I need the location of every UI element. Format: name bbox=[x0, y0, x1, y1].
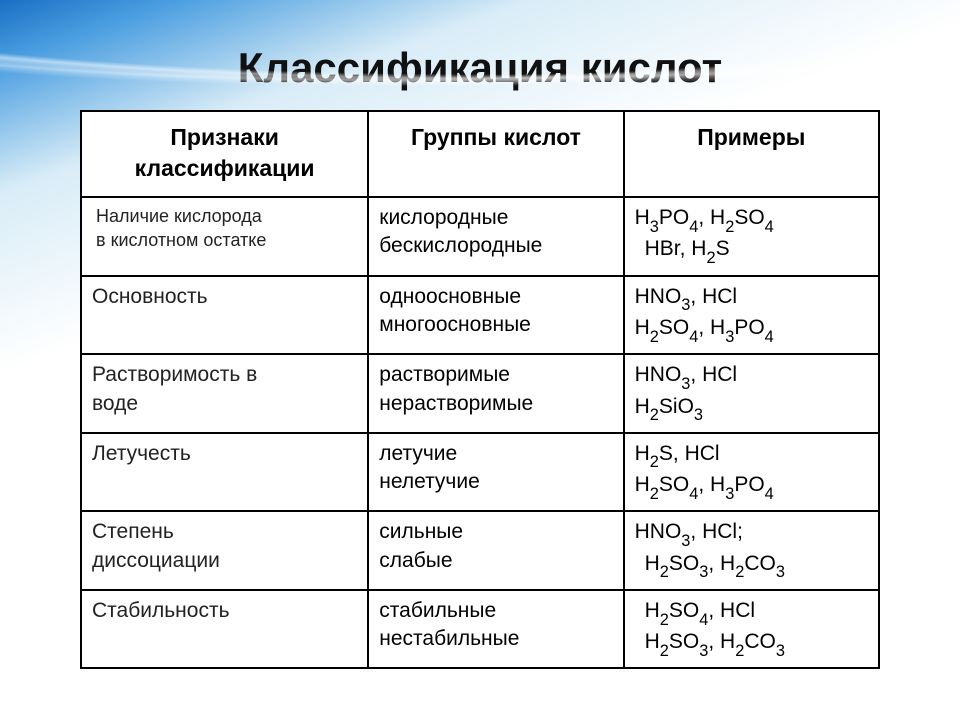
group-text: кислородные bbox=[379, 204, 612, 232]
col-header-text: Группы кислот bbox=[411, 124, 581, 150]
criteria-text: диссоциации bbox=[92, 547, 357, 575]
group-text: одноосновные bbox=[379, 283, 612, 311]
cell-examples: HNO3, HClH2SO4, H3PO4 bbox=[624, 276, 879, 355]
example-formula: H2SO3, H2CO3 bbox=[635, 628, 868, 659]
group-text: многоосновные bbox=[379, 311, 612, 339]
table-header-row: Признаки классификации Группы кислот При… bbox=[81, 111, 879, 197]
example-formula: H2SiO3 bbox=[635, 393, 868, 424]
col-header-examples: Примеры bbox=[624, 111, 879, 197]
cell-groups: кислородныебескислородные bbox=[368, 197, 623, 276]
table-row: ОсновностьодноосновныемногоосновныеHNO3,… bbox=[81, 276, 879, 355]
criteria-text: Растворимость в bbox=[92, 361, 357, 389]
criteria-text: Стабильность bbox=[92, 597, 357, 625]
group-text: бескислородные bbox=[379, 232, 612, 260]
cell-groups: растворимыенерастворимые bbox=[368, 354, 623, 433]
example-formula: HNO3, HCl bbox=[635, 361, 868, 392]
cell-examples: H2SO4, HClH2SO3, H2CO3 bbox=[624, 590, 879, 669]
criteria-text: Наличие кислорода bbox=[96, 204, 357, 228]
cell-groups: сильныеслабые bbox=[368, 511, 623, 590]
page-title: Классификация кислот bbox=[0, 44, 960, 92]
col-header-text: Примеры bbox=[697, 124, 805, 150]
group-text: нестабильные bbox=[379, 625, 612, 653]
example-formula: H3PO4, H2SO4 bbox=[635, 204, 868, 235]
criteria-text: Летучесть bbox=[92, 440, 357, 468]
example-formula: H2S, HCl bbox=[635, 440, 868, 471]
example-formula: HNO3, HCl; bbox=[635, 518, 868, 549]
cell-groups: стабильныенестабильные bbox=[368, 590, 623, 669]
cell-examples: H3PO4, H2SO4HBr, H2S bbox=[624, 197, 879, 276]
table-row: СтепеньдиссоциациисильныеслабыеHNO3, HCl… bbox=[81, 511, 879, 590]
group-text: сильные bbox=[379, 518, 612, 546]
cell-examples: H2S, HClH2SO4, H3PO4 bbox=[624, 433, 879, 512]
table-row: Растворимость вводерастворимыенераствори… bbox=[81, 354, 879, 433]
col-header-criteria: Признаки классификации bbox=[81, 111, 368, 197]
cell-criteria: Наличие кислородав кислотном остатке bbox=[81, 197, 368, 276]
group-text: слабые bbox=[379, 547, 612, 575]
cell-groups: одноосновныемногоосновные bbox=[368, 276, 623, 355]
criteria-text: Основность bbox=[92, 283, 357, 311]
example-formula: H2SO4, H3PO4 bbox=[635, 471, 868, 502]
col-header-text: классификации bbox=[90, 153, 359, 184]
cell-criteria: Основность bbox=[81, 276, 368, 355]
cell-criteria: Стабильность bbox=[81, 590, 368, 669]
group-text: летучие bbox=[379, 440, 612, 468]
table-body: Наличие кислородав кислотном остаткекисл… bbox=[81, 197, 879, 668]
table-row: ЛетучестьлетучиенелетучиеH2S, HClH2SO4, … bbox=[81, 433, 879, 512]
cell-criteria: Растворимость вводе bbox=[81, 354, 368, 433]
col-header-groups: Группы кислот bbox=[368, 111, 623, 197]
example-formula: H2SO4, HCl bbox=[635, 597, 868, 628]
table-row: СтабильностьстабильныенестабильныеH2SO4,… bbox=[81, 590, 879, 669]
cell-examples: HNO3, HClH2SiO3 bbox=[624, 354, 879, 433]
cell-criteria: Летучесть bbox=[81, 433, 368, 512]
group-text: нелетучие bbox=[379, 468, 612, 496]
group-text: стабильные bbox=[379, 597, 612, 625]
example-formula: HNO3, HCl bbox=[635, 283, 868, 314]
criteria-text: в кислотном остатке bbox=[96, 228, 357, 252]
group-text: нерастворимые bbox=[379, 390, 612, 418]
cell-groups: летучиенелетучие bbox=[368, 433, 623, 512]
criteria-text: Степень bbox=[92, 518, 357, 546]
example-formula: H2SO4, H3PO4 bbox=[635, 314, 868, 345]
criteria-text: воде bbox=[92, 390, 357, 418]
col-header-text: Признаки bbox=[90, 122, 359, 153]
classification-table-wrap: Признаки классификации Группы кислот При… bbox=[80, 110, 880, 669]
group-text: растворимые bbox=[379, 361, 612, 389]
table-row: Наличие кислородав кислотном остаткекисл… bbox=[81, 197, 879, 276]
cell-criteria: Степеньдиссоциации bbox=[81, 511, 368, 590]
example-formula: H2SO3, H2CO3 bbox=[635, 550, 868, 581]
classification-table: Признаки классификации Группы кислот При… bbox=[80, 110, 880, 669]
example-formula: HBr, H2S bbox=[635, 235, 868, 266]
cell-examples: HNO3, HCl;H2SO3, H2CO3 bbox=[624, 511, 879, 590]
